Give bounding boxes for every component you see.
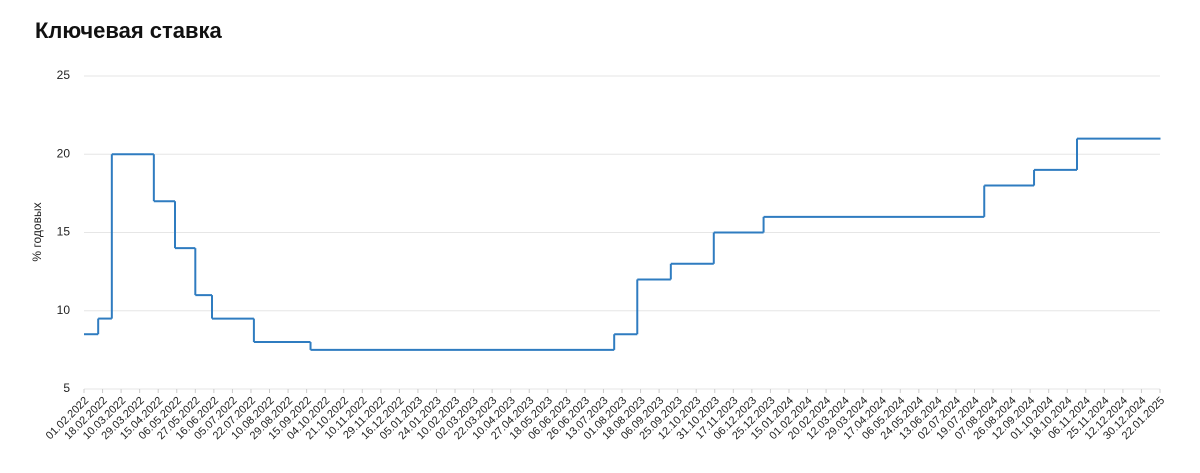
chart-title: Ключевая ставка [35,18,223,43]
y-tick-label: 15 [57,225,71,239]
y-tick-label: 5 [63,381,70,395]
y-axis-label: % годовых [30,202,44,261]
y-tick-label: 10 [57,303,71,317]
y-tick-label: 25 [57,68,71,82]
y-tick-label: 20 [57,146,71,160]
